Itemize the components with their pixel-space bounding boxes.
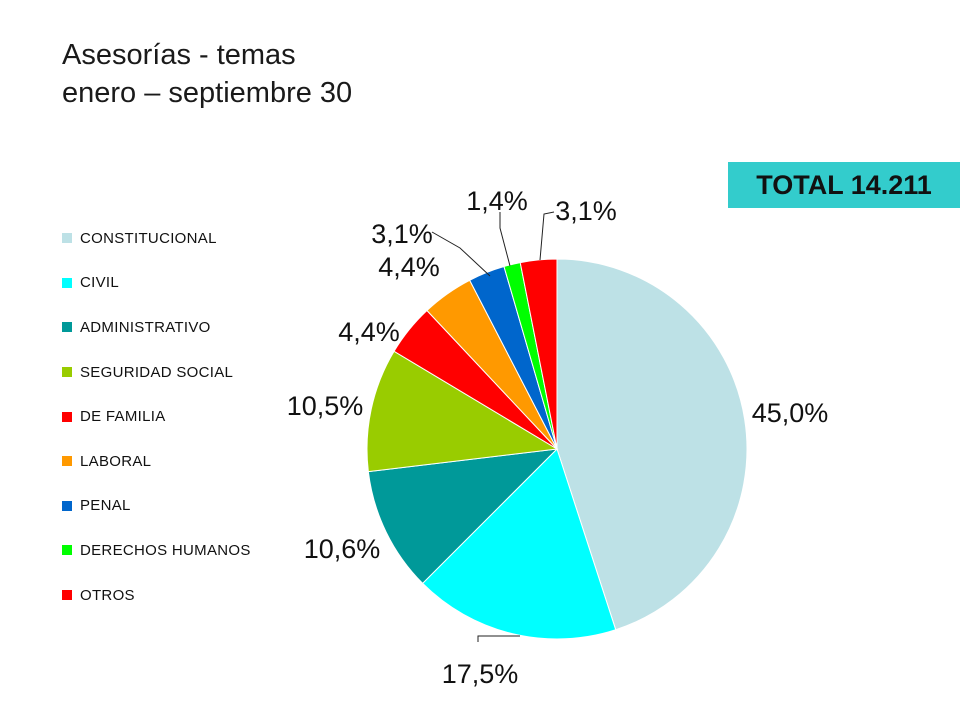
legend-label: DERECHOS HUMANOS — [80, 541, 251, 559]
legend-label: LABORAL — [80, 452, 152, 470]
legend-item-civil: CIVIL — [62, 261, 322, 306]
leader-line — [477, 635, 520, 642]
data-label-de-familia: 4,4% — [338, 317, 400, 347]
legend-label: ADMINISTRATIVO — [80, 318, 211, 336]
data-label-administrativo: 10,6% — [304, 534, 381, 564]
legend-swatch — [62, 367, 72, 378]
pie-slice-civil — [421, 448, 617, 640]
pie-slice-administrativo — [367, 448, 559, 585]
data-label-constitucional: 45,0% — [752, 398, 829, 428]
title-line-1: Asesorías - temas — [62, 39, 296, 71]
legend-swatch — [62, 322, 72, 333]
chart-title: Asesorías - temas enero – septiembre 30 — [62, 36, 352, 112]
data-label-otros: 3,1% — [555, 196, 617, 226]
legend-label: PENAL — [80, 497, 131, 515]
legend-label: CONSTITUCIONAL — [80, 229, 217, 247]
leader-line — [499, 212, 511, 267]
legend-item-administrativo: ADMINISTRATIVO — [62, 305, 322, 350]
pie-slice-constitucional — [556, 258, 748, 631]
leader-line — [539, 211, 555, 261]
title-line-2: enero – septiembre 30 — [62, 77, 353, 109]
legend-swatch — [62, 456, 72, 467]
total-badge: TOTAL 14.211 — [728, 162, 960, 208]
legend-swatch — [62, 590, 72, 601]
legend-item-penal: PENAL — [62, 484, 322, 529]
legend-label: OTROS — [80, 586, 135, 604]
legend-label: DE FAMILIA — [80, 408, 166, 426]
legend-item-constitucional: CONSTITUCIONAL — [62, 216, 322, 261]
legend-swatch — [62, 233, 72, 244]
legend-item-otros: OTROS — [62, 573, 322, 618]
legend-item-seguridad-social: SEGURIDAD SOCIAL — [62, 350, 322, 395]
data-label-penal: 3,1% — [371, 219, 433, 249]
data-label-seguridad-social: 10,5% — [287, 391, 364, 421]
legend-swatch — [62, 545, 72, 556]
leader-line — [431, 231, 491, 277]
legend-item-de-familia: DE FAMILIA — [62, 394, 322, 439]
legend: CONSTITUCIONAL CIVIL ADMINISTRATIVO SEGU… — [62, 216, 322, 617]
legend-item-derechos-humanos: DERECHOS HUMANOS — [62, 528, 322, 573]
pie-slice-otros — [519, 258, 558, 450]
legend-swatch — [62, 500, 72, 511]
legend-swatch — [62, 277, 72, 288]
legend-label: CIVIL — [80, 274, 120, 292]
pie-slice-seguridad-social — [366, 350, 559, 473]
data-label-derechos-humanos: 1,4% — [466, 186, 528, 216]
data-label-laboral: 4,4% — [378, 252, 440, 282]
legend-swatch — [62, 411, 72, 422]
legend-item-laboral: LABORAL — [62, 439, 322, 484]
legend-label: SEGURIDAD SOCIAL — [80, 363, 234, 381]
data-label-civil: 17,5% — [442, 659, 519, 689]
